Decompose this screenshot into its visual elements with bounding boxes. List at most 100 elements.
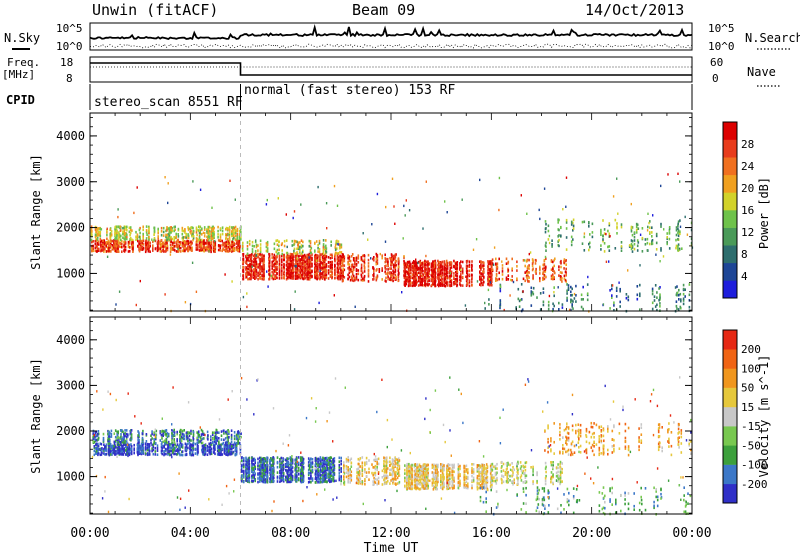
rti-cell	[371, 223, 373, 226]
rti-cell	[620, 223, 623, 226]
rti-cell	[557, 286, 559, 289]
rti-cell	[278, 240, 280, 244]
rti-cell	[162, 247, 165, 251]
rti-cell	[188, 247, 191, 251]
rti-cell	[679, 230, 681, 233]
rti-cell	[231, 245, 233, 249]
rti-cell	[210, 242, 212, 245]
rti-cell	[659, 302, 661, 305]
rti-cell	[95, 446, 97, 450]
rti-cell	[392, 257, 395, 260]
rti-cell	[259, 277, 261, 280]
rti-cell	[309, 260, 311, 264]
rti-cell	[234, 228, 237, 232]
rti-cell	[460, 275, 462, 279]
rti-cell	[627, 295, 630, 299]
rti-cell	[527, 266, 529, 270]
rti-cell	[263, 270, 265, 274]
rti-cell	[437, 259, 439, 263]
rti-cell	[181, 249, 184, 253]
rti-cell	[173, 229, 175, 233]
rti-cell	[515, 306, 517, 309]
rti-cell	[251, 265, 253, 268]
rti-cell	[178, 451, 180, 455]
rti-cell	[257, 266, 259, 269]
rti-cell	[483, 267, 485, 271]
rti-cell	[309, 257, 312, 260]
rti-cell	[108, 249, 110, 252]
rti-cell	[329, 263, 332, 267]
rti-cell	[171, 248, 174, 251]
rti-cell	[570, 298, 572, 302]
rti-cell	[208, 242, 210, 246]
rti-cell	[252, 271, 255, 274]
rti-cell	[615, 289, 618, 292]
rti-cell	[159, 247, 162, 251]
rti-cell	[443, 272, 446, 276]
rti-cell	[210, 230, 213, 234]
rti-cell	[456, 272, 459, 275]
rti-cell	[545, 241, 547, 245]
rti-cell	[404, 278, 407, 281]
rti-cell	[122, 232, 124, 236]
rti-cell	[416, 272, 418, 275]
rti-cell	[675, 304, 678, 308]
rti-cell	[144, 447, 147, 451]
rti-cell	[204, 447, 207, 451]
rti-cell	[186, 239, 188, 243]
rti-cell	[184, 228, 186, 231]
rti-cell	[187, 242, 190, 246]
rti-cell	[144, 442, 147, 445]
rti-cell	[217, 225, 219, 229]
rti-cell	[247, 264, 249, 267]
rti-cell	[184, 453, 187, 457]
rti-cell	[149, 244, 151, 248]
rti-cell	[168, 450, 171, 453]
rti-cell	[114, 227, 116, 231]
rti-cell	[275, 262, 277, 266]
rti-cell	[123, 230, 126, 234]
rti-cell	[421, 283, 423, 287]
rti-cell	[528, 271, 530, 274]
rti-cell	[278, 277, 281, 280]
rti-cell	[363, 276, 366, 279]
rti-cell	[633, 235, 636, 239]
rti-cell	[252, 276, 255, 279]
rti-cell	[603, 228, 606, 231]
rti-cell	[173, 452, 175, 456]
rti-cell	[406, 276, 409, 279]
rti-cell	[213, 236, 215, 239]
rti-cell	[304, 255, 307, 258]
rti-cell	[397, 274, 400, 278]
rti-cell	[184, 236, 186, 239]
rti-cell	[221, 244, 223, 247]
rti-cell	[600, 244, 602, 247]
rti-cell	[213, 435, 216, 438]
rti-cell	[456, 270, 459, 274]
rti-cell	[342, 270, 344, 274]
rti-cell	[487, 260, 489, 263]
rti-cell	[459, 268, 461, 271]
rti-cell	[231, 240, 233, 243]
rti-cell	[278, 261, 281, 264]
rti-cell	[373, 274, 375, 278]
rti-cell	[544, 244, 547, 247]
rti-cell	[680, 298, 682, 301]
rti-cell	[561, 271, 563, 275]
rti-cell	[678, 298, 680, 301]
rti-cell	[659, 293, 661, 296]
rti-cell	[347, 256, 349, 260]
rti-cell	[121, 250, 123, 253]
rti-cell	[254, 271, 257, 275]
rti-cell	[385, 205, 387, 209]
rti-cell	[544, 275, 547, 278]
rti-cell	[439, 272, 442, 276]
rti-cell	[655, 241, 658, 245]
rti-cell	[300, 252, 303, 256]
rti-cell	[450, 280, 452, 284]
rti-cell	[148, 445, 150, 449]
rti-cell	[325, 255, 328, 258]
rti-cell	[250, 267, 252, 270]
rti-cell	[406, 280, 409, 283]
